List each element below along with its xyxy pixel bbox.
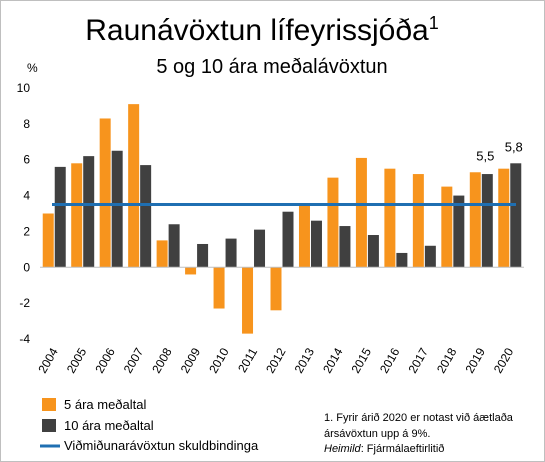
bar-10yr-2012 (282, 211, 294, 268)
y-tick-label: -4 (19, 332, 30, 346)
bar-5yr-2009 (185, 267, 197, 275)
bar-5yr-2018 (441, 186, 453, 268)
bar-5yr-2013 (298, 204, 310, 268)
bar-10yr-2016 (396, 252, 408, 268)
chart-subtitle: 5 og 10 ára meðalávöxtun (156, 56, 387, 78)
bar-5yr-2020 (498, 168, 510, 268)
legend-swatch-5yr (42, 398, 56, 411)
bar-5yr-2017 (412, 174, 424, 268)
bar-10yr-2005 (83, 156, 95, 268)
bar-5yr-2006 (99, 118, 111, 268)
x-tick-label-2007: 2007 (121, 345, 147, 375)
footnote-line-2: ársávöxtun upp á 9%. (324, 428, 430, 440)
y-tick-label: 10 (17, 81, 31, 95)
footnote: 1. Fyrir árið 2020 er notast við áætlaða… (324, 412, 514, 455)
footnote-line-1: 1. Fyrir árið 2020 er notast við áætlaða (324, 412, 514, 424)
bar-5yr-2004 (42, 213, 54, 268)
x-tick-label-2006: 2006 (92, 345, 118, 375)
x-tick-label-2012: 2012 (263, 345, 289, 375)
bar-5yr-2008 (156, 240, 168, 268)
bar-10yr-2011 (254, 229, 266, 268)
legend: 5 ára meðaltal 10 ára meðaltal Viðmiðuna… (40, 397, 259, 453)
bar-5yr-2019 (469, 172, 481, 268)
bar-5yr-2011 (242, 267, 254, 334)
bar-10yr-2019 (481, 174, 493, 268)
y-axis-unit: % (27, 61, 38, 75)
y-tick-label: -2 (19, 296, 30, 310)
legend-swatch-10yr (42, 419, 56, 432)
x-tick-label-2011: 2011 (235, 345, 260, 375)
bar-10yr-2020 (510, 163, 522, 268)
x-tick-label-2020: 2020 (491, 345, 517, 375)
x-tick-label-2004: 2004 (35, 345, 61, 375)
x-tick-label-2010: 2010 (206, 345, 232, 375)
bar-5yr-2007 (128, 104, 140, 268)
bar-10yr-2008 (168, 224, 180, 268)
chart-title: Raunávöxtun lífeyrissjóða1 (85, 13, 439, 47)
data-label-2019: 5,5 (476, 148, 494, 163)
bar-10yr-2004 (54, 166, 66, 268)
chart-title-superscript: 1 (429, 13, 439, 33)
y-tick-label: 0 (23, 260, 30, 274)
data-labels: 5,5 5,8 (476, 139, 523, 163)
bar-10yr-2009 (197, 243, 209, 268)
bar-10yr-2013 (310, 220, 322, 268)
legend-label-reference: Viðmiðunarávöxtun skuldbindinga (64, 438, 259, 453)
source-label: Heimild (324, 443, 362, 455)
footnote-source: Heimild: Fjármálaeftirlitið (324, 443, 444, 455)
bar-10yr-2010 (225, 238, 237, 268)
bar-5yr-2015 (355, 157, 367, 268)
bar-5yr-2005 (71, 163, 83, 268)
x-tick-label-2009: 2009 (178, 345, 204, 375)
x-tick-label-2014: 2014 (320, 345, 346, 375)
bars (40, 104, 524, 334)
bar-5yr-2010 (213, 267, 225, 309)
y-axis-ticks: -4 -2 0 2 4 6 8 10 (17, 81, 31, 346)
bar-10yr-2018 (453, 195, 465, 268)
bar-10yr-2014 (339, 226, 351, 268)
y-tick-label: 8 (23, 117, 30, 131)
x-tick-label-2017: 2017 (405, 345, 431, 375)
x-tick-label-2005: 2005 (64, 345, 90, 375)
bar-5yr-2016 (384, 168, 396, 268)
legend-label-10yr: 10 ára meðaltal (64, 418, 154, 433)
bar-10yr-2015 (367, 235, 379, 268)
x-tick-label-2008: 2008 (149, 345, 175, 375)
bar-5yr-2012 (270, 267, 282, 311)
bar-5yr-2014 (327, 177, 339, 268)
x-tick-label-2013: 2013 (292, 345, 318, 375)
source-text: : Fjármálaeftirlitið (361, 443, 445, 455)
x-tick-label-2015: 2015 (349, 345, 375, 375)
x-tick-label-2018: 2018 (434, 345, 460, 375)
legend-label-5yr: 5 ára meðaltal (64, 397, 146, 412)
data-label-2020: 5,8 (505, 139, 523, 154)
x-axis-ticks: 2004 2005 2006 2007 2008 2009 2010 2011 2012 2013… (35, 345, 516, 375)
x-tick-label-2019: 2019 (462, 345, 488, 375)
y-tick-label: 2 (23, 224, 30, 238)
y-tick-label: 6 (23, 153, 30, 167)
bar-10yr-2007 (140, 165, 152, 268)
bar-10yr-2006 (111, 150, 123, 268)
bar-10yr-2017 (424, 245, 436, 268)
x-tick-label-2016: 2016 (377, 345, 403, 375)
y-tick-label: 4 (23, 189, 30, 203)
